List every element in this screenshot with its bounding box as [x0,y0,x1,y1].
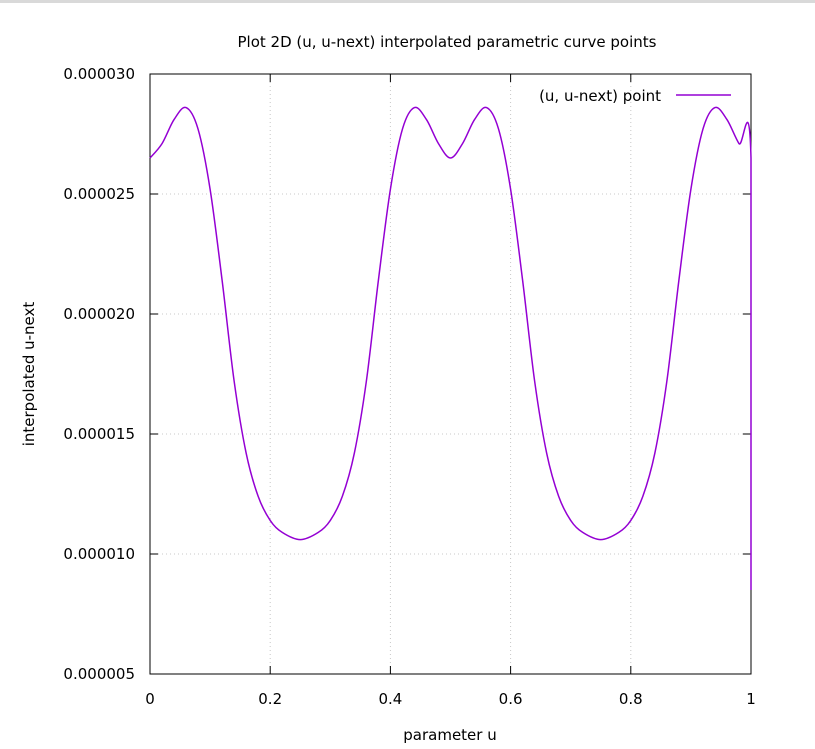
x-tick-label: 0.4 [378,690,402,708]
top-border [0,0,815,3]
y-tick-label: 0.000025 [63,185,135,203]
y-axis-label: interpolated u-next [20,302,38,447]
plot-frame [149,73,752,675]
y-tick-label: 0.000015 [63,425,135,443]
legend-label: (u, u-next) point [539,87,661,105]
tick-labels: 0 0.2 0.4 0.6 0.8 1 0.000005 0.000010 0.000015 0.… [63,65,755,708]
series-line [149,106,752,590]
y-tick-label: 0.000030 [63,65,135,83]
x-tick-label: 0.8 [619,690,643,708]
x-tick-label: 0.6 [499,690,523,708]
legend: (u, u-next) point [539,87,731,105]
y-tick-label: 0.000020 [63,305,135,323]
x-axis-label: parameter u [403,726,496,744]
series-layer [149,106,752,590]
x-tick-label: 0.2 [258,690,282,708]
y-tick-label: 0.000005 [63,665,135,683]
grid [150,74,751,674]
x-tick-label: 0 [145,690,155,708]
x-tick-label: 1 [746,690,756,708]
axis-ticks [149,73,752,675]
chart-title: Plot 2D (u, u-next) interpolated paramet… [238,33,657,51]
y-tick-label: 0.000010 [63,545,135,563]
